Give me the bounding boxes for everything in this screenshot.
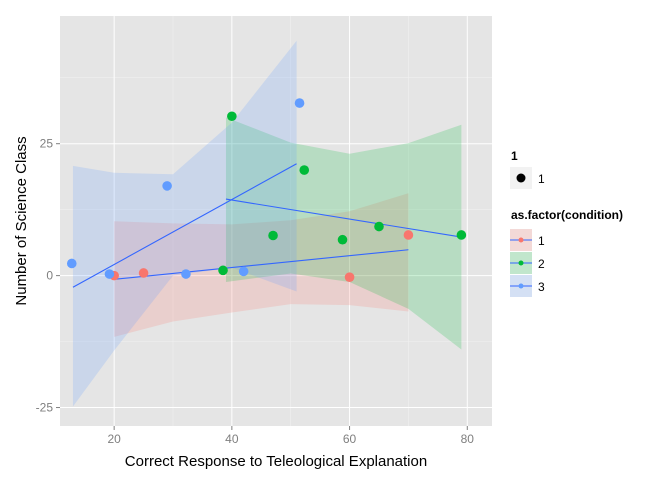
data-point-3: [66, 258, 77, 269]
size-legend-point: [516, 173, 526, 183]
y-tick-label: -25: [36, 401, 54, 415]
color-legend-key-point: [518, 260, 524, 266]
fit-line-3: [72, 163, 297, 288]
data-point-1: [138, 268, 149, 278]
confidence-band-3: [72, 40, 297, 407]
size-legend-title: 1: [511, 149, 518, 163]
color-legend-label: 2: [538, 257, 545, 271]
color-legend-key-point: [518, 237, 524, 243]
data-point-2: [218, 265, 228, 276]
data-point-2: [456, 230, 467, 240]
x-tick-label: 60: [343, 432, 357, 446]
data-point-3: [238, 266, 249, 277]
data-point-1: [344, 272, 355, 282]
color-legend-label: 3: [538, 280, 545, 294]
confidence-band-2: [225, 117, 462, 350]
axis-ticks: 20 40 60 80 -25 0 25: [36, 137, 475, 446]
data-point-2: [268, 230, 278, 241]
data-point-1: [403, 230, 414, 240]
x-tick-label: 80: [461, 432, 475, 446]
grid-lines: [60, 16, 492, 426]
x-tick-label: 40: [225, 432, 239, 446]
data-point-3: [181, 269, 191, 279]
plot-panel: [60, 16, 492, 426]
data-point-3: [162, 181, 172, 191]
data-point-2: [337, 234, 348, 245]
fit-lines: [72, 163, 462, 288]
data-point-3: [104, 269, 115, 279]
fit-line-1: [114, 249, 409, 280]
color-legend-title: as.factor(condition): [511, 208, 623, 222]
size-legend-label: 1: [538, 172, 545, 186]
data-point-2: [227, 111, 237, 122]
color-legend-key-point: [518, 283, 524, 289]
data-points: [66, 98, 467, 282]
color-legend-label: 1: [538, 234, 545, 248]
fit-line-2: [225, 198, 462, 238]
data-point-2: [374, 221, 384, 232]
x-axis-title: Correct Response to Teleological Explana…: [125, 453, 427, 470]
color-legend: as.factor(condition) 1 2 3: [510, 208, 623, 297]
x-tick-label: 20: [107, 432, 121, 446]
y-tick-label: 0: [46, 269, 53, 283]
size-legend: 1 1: [510, 149, 545, 189]
data-point-3: [294, 98, 305, 108]
y-axis-title: Number of Science Class: [13, 136, 30, 305]
data-point-2: [299, 165, 310, 175]
y-tick-label: 25: [40, 137, 54, 151]
